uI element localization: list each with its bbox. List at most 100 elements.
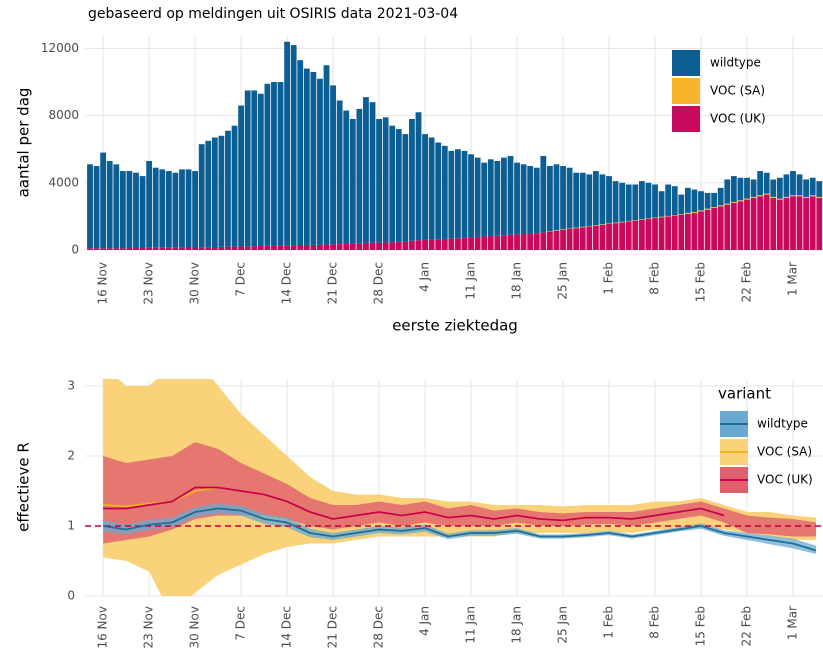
x-tick-label: 14 Dec: [280, 606, 294, 648]
bar-segment: [382, 117, 389, 243]
bar-segment: [652, 218, 658, 250]
bar-segment: [93, 166, 100, 249]
bar-segment: [520, 164, 527, 235]
bar-segment: [737, 201, 744, 250]
bar-segment: [264, 83, 271, 246]
bar-segment: [527, 166, 534, 234]
bar-segment: [481, 162, 488, 237]
bar-segment: [402, 241, 409, 250]
bar-segment: [244, 246, 251, 250]
bar-segment: [185, 169, 192, 248]
bar-segment: [133, 247, 139, 250]
bar-segment: [323, 65, 330, 245]
bar-segment: [133, 172, 139, 248]
bar-segment: [783, 197, 790, 250]
bar-segment: [586, 226, 593, 250]
bar-segment: [573, 227, 580, 229]
bar-segment: [625, 184, 632, 221]
bar-segment: [455, 238, 461, 250]
bar-segment: [658, 191, 665, 217]
bar-segment: [218, 246, 225, 250]
bar-segment: [448, 238, 455, 250]
bar-segment: [737, 177, 744, 201]
line: [103, 507, 817, 552]
bar-segment: [146, 247, 153, 250]
bar-segment: [225, 130, 231, 247]
bar-segment: [119, 248, 126, 250]
bar-segment: [211, 246, 218, 250]
bar-segment: [757, 196, 764, 250]
bar-segment: [553, 230, 560, 231]
confidence-band: [103, 379, 816, 596]
legend-label: VOC (SA): [757, 445, 812, 459]
x-tick-label: 4 Jan: [418, 262, 432, 292]
bar-segment: [809, 177, 816, 196]
bar-segment: [415, 240, 422, 250]
bar-segment: [297, 60, 304, 245]
bar-segment: [363, 242, 369, 250]
bar-segment: [757, 171, 764, 196]
bar-segment: [790, 195, 796, 197]
y-tick-label: 0: [67, 589, 75, 603]
bar-segment: [658, 217, 665, 250]
bar-segment: [816, 197, 823, 250]
bar-segment: [93, 248, 100, 250]
bar-segment: [717, 187, 724, 206]
bar-segment: [671, 215, 678, 216]
bar-segment: [441, 145, 448, 239]
bar-segment: [343, 243, 350, 250]
legend-label: VOC (SA): [710, 84, 765, 98]
bar-segment: [750, 179, 757, 197]
bar-segment: [579, 227, 586, 250]
bar-segment: [264, 245, 271, 250]
bar-segment: [698, 191, 704, 211]
x-tick-label: 18 Jan: [510, 262, 524, 300]
x-tick-label: 1 Feb: [602, 262, 616, 295]
bar-segment: [803, 197, 810, 250]
x-tick-label: 21 Dec: [326, 262, 340, 304]
bar-segment: [770, 197, 777, 250]
bar-segment: [310, 71, 317, 245]
bar-segment: [179, 169, 185, 248]
bar-segment: [730, 202, 737, 250]
x-tick-label: 22 Feb: [740, 606, 754, 646]
bar-segment: [790, 196, 796, 250]
bar-segment: [606, 223, 612, 224]
bar-segment: [100, 152, 107, 249]
bar-segment: [645, 218, 652, 250]
bar-segment: [376, 118, 382, 243]
bar-segment: [790, 171, 796, 196]
x-tick-label: 23 Nov: [142, 262, 156, 305]
chart-title: gebaseerd op meldingen uit OSIRIS data 2…: [88, 6, 458, 22]
bar-segment: [632, 220, 639, 250]
bar-segment: [185, 247, 192, 250]
bar-segment: [573, 172, 580, 228]
bar-segment: [211, 137, 218, 247]
bar-segment: [586, 225, 593, 227]
bar-segment: [251, 90, 258, 247]
bar-segment: [507, 155, 514, 235]
bar-segment: [389, 242, 396, 250]
bar-segment: [816, 181, 823, 197]
x-tick-label: 7 Dec: [234, 262, 248, 297]
bar-segment: [231, 246, 238, 250]
bar-segment: [106, 248, 113, 250]
bar-segment: [146, 160, 153, 248]
bar-segment: [619, 182, 626, 222]
bar-segment: [658, 216, 665, 218]
bar-segment: [231, 125, 238, 247]
bar-segment: [783, 174, 790, 197]
bar-segment: [579, 226, 586, 228]
x-tick-label: 1 Feb: [602, 606, 616, 639]
x-tick-label: 7 Dec: [234, 606, 248, 641]
bar-segment: [573, 228, 580, 250]
bar-segment: [750, 196, 757, 198]
bar-segment: [671, 186, 678, 216]
bar-segment: [757, 195, 764, 197]
bar-segment: [100, 248, 107, 250]
bar-segment: [724, 203, 731, 205]
bar-segment: [711, 207, 718, 209]
y-tick-label: 2: [67, 449, 75, 463]
bar-segment: [533, 167, 540, 234]
bar-segment: [205, 140, 212, 248]
